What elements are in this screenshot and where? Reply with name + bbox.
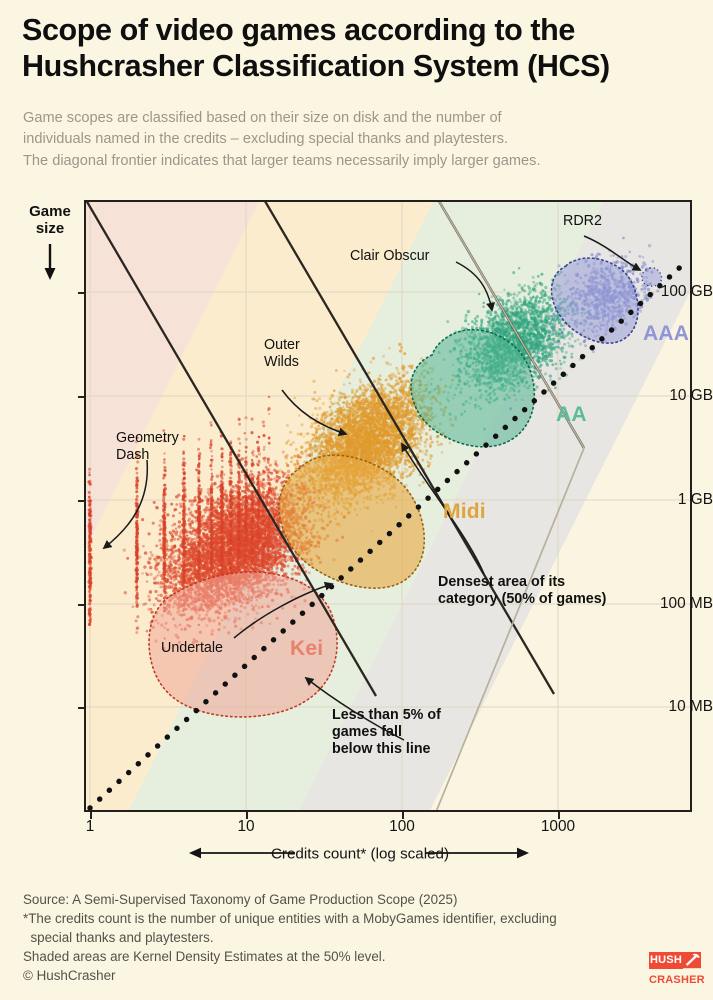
y-axis-title-line-2: size [35,220,65,238]
y-tick-mark-2 [78,500,84,502]
annotation-clair-obscur: Clair Obscur [350,248,430,264]
annotation-five-percent: Less than 5% of games fall below this li… [332,707,441,758]
y-tick-label-3: 100 MB [659,595,713,612]
category-label-midi: Midi [443,500,486,523]
kde-blob-aaa [550,257,639,344]
annotation-geometry-dash-line-2: Dash [116,447,150,464]
annotation-outer-wilds: Outer Wilds [264,337,300,371]
category-label-aaa: AAA [643,322,690,345]
y-tick-mark-0 [78,292,84,294]
subtitle-line-3: The diagonal frontier indicates that lar… [23,152,541,169]
annotation-rdr2: RDR2 [563,213,602,229]
subtitle-line-1: Game scopes are classified based on thei… [23,110,502,126]
annotation-leaders [102,235,642,741]
x-tick-label-3: 1000 [540,818,576,835]
x-axis-title: Credits count* (log scaled) [270,846,448,863]
annotation-geometry-dash: Geometry Dash [116,430,179,464]
y-tick-label-1: 10 GB [669,387,713,404]
outer-guide-line [435,200,585,812]
annotation-densest-area-line-2: category (50% of games) [438,591,607,608]
footer-line-3: special thanks and playtesters. [23,930,214,946]
y-tick-label-4: 10 MB [668,698,713,715]
category-label-aa: AA [556,403,587,426]
logo-hush-text: HUSH [649,952,683,969]
kde-blob-kei [148,571,338,718]
footer-line-2: *The credits count is the number of uniq… [23,911,557,927]
x-tick-label-2: 100 [389,818,415,835]
subtitle-line-2: individuals named in the credits – exclu… [23,131,509,148]
plot-background [84,200,692,812]
y-axis-title-line-1: Game [29,203,71,220]
x-tick-label-0: 1 [85,818,95,835]
x-tick-mark-2 [402,812,404,819]
y-tick-mark-4 [78,707,84,709]
title-line-1: Scope of video games according to the [22,13,575,47]
y-axis-title: Game size [19,203,81,284]
footer-line-4: Shaded areas are Kernel Density Estimate… [23,949,386,965]
y-tick-label-2: 1 GB [677,491,713,508]
chart-plot-area [84,200,692,812]
annotation-densest-area-line-1: Densest area of its [438,574,566,590]
five-percent-frontier-line [87,257,691,811]
logo-crasher-text: CRASHER [649,974,705,986]
annotation-densest-area: Densest area of its category (50% of gam… [438,574,606,608]
x-tick-label-1: 10 [237,818,255,835]
y-tick-mark-1 [78,396,84,398]
footer-line-5: © HushCrasher [23,968,116,984]
x-axis-arrow-line: Credits count* (log scaled) [188,846,529,863]
x-axis-title-row: Credits count* (log scaled) [0,843,713,863]
x-tick-mark-1 [246,812,248,819]
footer-line-1: Source: A Semi-Supervised Taxonomy of Ga… [23,892,458,907]
kde-blob-rdr2-outlier [641,267,663,287]
category-label-kei: Kei [290,637,324,660]
page-subtitle: Game scopes are classified based on thei… [23,108,701,172]
annotation-outer-wilds-line-2: Wilds [264,354,299,371]
annotation-geometry-dash-line-1: Geometry [116,430,179,446]
y-tick-mark-3 [78,604,84,606]
kde-blob-midi [278,454,426,589]
annotation-five-percent-line-2: games fall [332,724,402,741]
x-tick-mark-3 [558,812,560,819]
y-tick-label-0: 100 GB [660,283,713,300]
x-tick-mark-0 [90,812,92,819]
down-arrow-icon [44,243,56,280]
pickaxe-icon [683,952,701,969]
kde-blob-aa [410,328,536,448]
footer-notes: Source: A Semi-Supervised Taxonomy of Ga… [23,890,663,985]
hushcrasher-logo: HUSH CRASHER [649,952,705,992]
page-title: Scope of video games according to the Hu… [22,12,694,85]
title-line-2: Hushcrasher Classification System (HCS) [22,49,610,84]
annotation-outer-wilds-line-1: Outer [264,337,300,353]
annotation-undertale: Undertale [161,640,223,656]
annotation-five-percent-line-3: below this line [332,741,431,758]
annotation-five-percent-line-1: Less than 5% of [332,707,441,723]
chart-canvas [84,200,692,812]
